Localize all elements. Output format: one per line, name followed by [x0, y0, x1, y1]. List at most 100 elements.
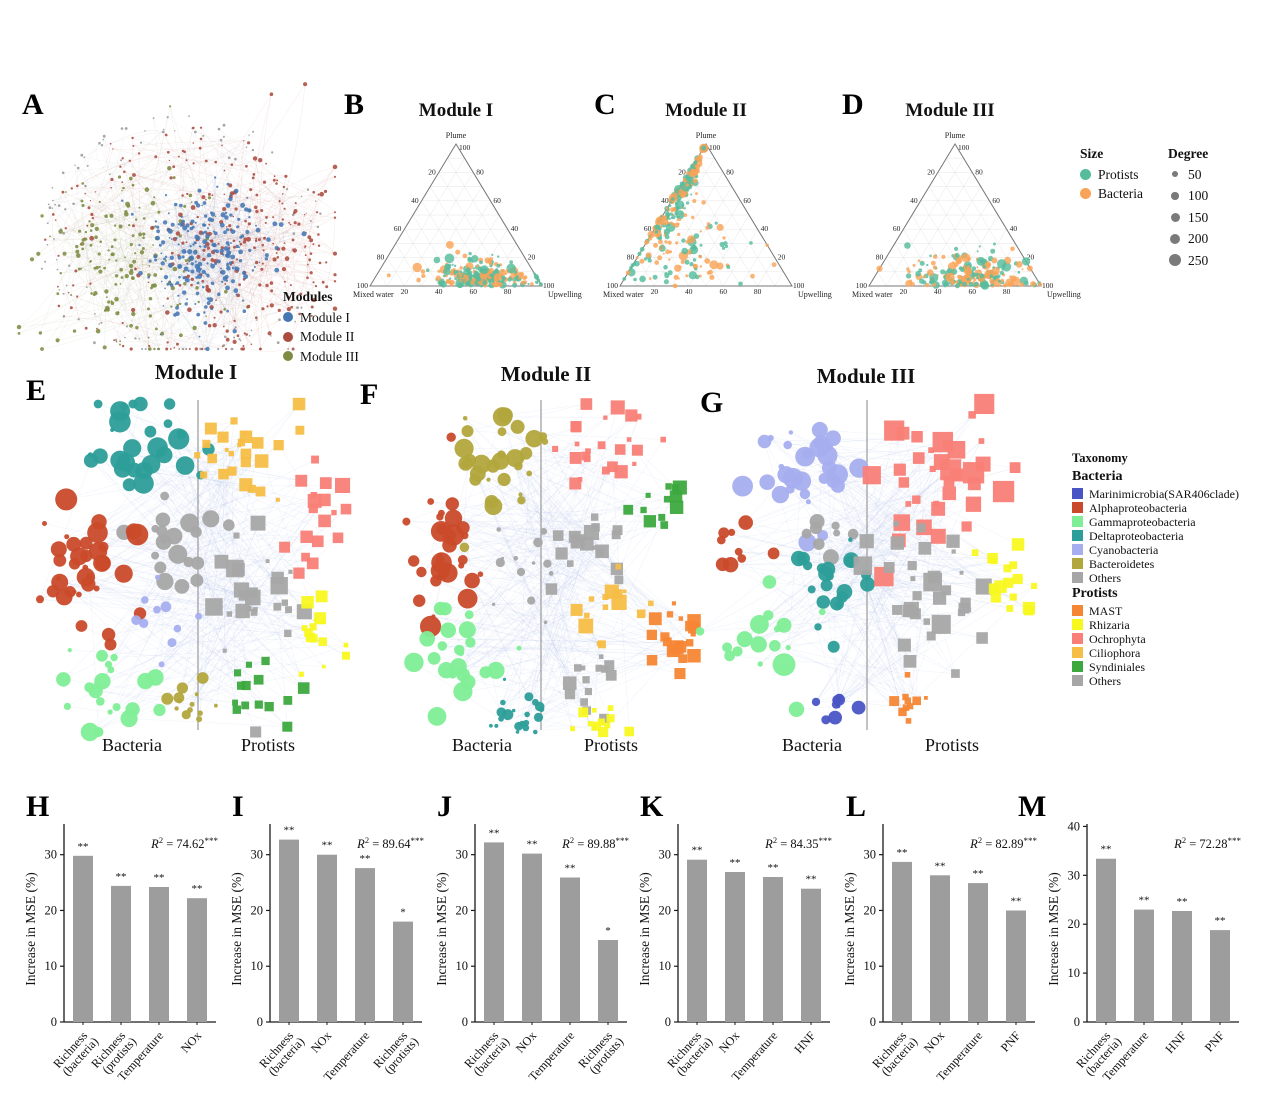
- y-tick-label: 20: [45, 903, 58, 917]
- y-tick-label: 20: [251, 903, 264, 917]
- legend-swatch: [1072, 572, 1083, 583]
- panel-letter-h: H: [26, 790, 50, 823]
- r-squared-annotation: R2 = 89.88***: [561, 835, 629, 851]
- annotation: R2 = 84.35***: [764, 835, 832, 851]
- size-legend-item: Protists: [1080, 167, 1143, 182]
- y-axis-label: Increase in MSE (%): [229, 872, 244, 986]
- legend-label: Alphaproteobacteria: [1089, 500, 1187, 515]
- size-legend-title: Size: [1080, 146, 1104, 161]
- ternary-tick-label: Mixed water: [603, 290, 644, 299]
- panel-letter-f: F: [360, 378, 379, 411]
- bar: [149, 887, 169, 1022]
- bipartite-title-module-i: Module I: [154, 360, 238, 384]
- y-tick-label: 30: [659, 848, 672, 862]
- ternary-tick-label: 20: [528, 253, 536, 262]
- taxonomy-legend-item: Gammaproteobacteria: [1072, 516, 1239, 528]
- x-category-label: NOx: [716, 1029, 742, 1056]
- taxonomy-group-title: Bacteria: [1072, 468, 1123, 484]
- bar: [1006, 910, 1026, 1022]
- ternary-tick-label: Plume: [446, 131, 467, 140]
- panel-letter-e: E: [26, 374, 47, 407]
- significance-label: **: [322, 840, 333, 852]
- degree-circle-icon: [1171, 192, 1179, 200]
- bar: [187, 898, 207, 1022]
- legend-label: 250: [1188, 252, 1209, 268]
- bar: [1172, 911, 1192, 1022]
- y-tick-label: 30: [1068, 868, 1081, 882]
- bar: [725, 872, 745, 1022]
- ternary-tick-label: 60: [992, 196, 1000, 205]
- annotation: R2 = 74.62***: [150, 835, 218, 851]
- taxonomy-legend-item: Deltaproteobacteria: [1072, 530, 1239, 542]
- bar-chart-i: 0 10 20 30 Increase in MSE (%) ** Richness(bac…: [229, 824, 425, 1084]
- significance-label: **: [489, 827, 500, 839]
- legend-label: Syndiniales: [1089, 659, 1145, 674]
- ternary-tick-label: 20: [1027, 253, 1035, 262]
- legend-swatch: [1072, 647, 1083, 658]
- ternary-tick-label: 100: [357, 281, 369, 290]
- legend-label: 100: [1188, 188, 1209, 203]
- y-axis-label: Increase in MSE (%): [23, 872, 38, 986]
- ternary-tick-label: 100: [793, 281, 805, 290]
- legend-swatch: [1072, 558, 1083, 569]
- y-tick-label: 30: [45, 848, 58, 862]
- protists-axis-label: Protists: [240, 735, 296, 755]
- ternary-tick-label: Upwelling: [798, 290, 832, 299]
- bars: **Richness(bacteria)**Richness(protists)…: [50, 841, 207, 1084]
- ternary-tick-label: 100: [459, 143, 471, 152]
- significance-label: **: [192, 883, 203, 895]
- size-legend: Size Protists Bacteria: [1080, 147, 1143, 207]
- significance-label: *: [400, 907, 406, 919]
- ternary-tick-label: 60: [493, 196, 501, 205]
- annotation: R2 = 89.88***: [561, 835, 629, 851]
- significance-label: **: [692, 845, 703, 857]
- bar: [73, 855, 93, 1022]
- legend-swatch: [1072, 661, 1083, 672]
- y-tick-label: 0: [1074, 1015, 1080, 1029]
- ternary-tick-label: Upwelling: [548, 290, 582, 299]
- legend-swatch: [1072, 516, 1083, 527]
- bar: [801, 888, 821, 1022]
- bipartite-title-module-ii: Module II: [500, 362, 592, 386]
- legend-label: Rhizaria: [1089, 617, 1130, 632]
- legend-swatch: [283, 331, 293, 342]
- y-tick-label: 20: [659, 903, 672, 917]
- annotation: R2 = 89.64***: [356, 835, 424, 851]
- bar: [1134, 909, 1154, 1022]
- significance-label: **: [1215, 915, 1226, 927]
- ternary-tick-label: 60: [743, 196, 751, 205]
- ternary-tick-label: 80: [975, 167, 983, 176]
- y-tick-label: 0: [51, 1015, 57, 1029]
- taxonomy-legend-item: Cyanobacteria: [1072, 544, 1239, 556]
- taxonomy-legend-item: Alphaproteobacteria: [1072, 502, 1239, 514]
- significance-label: **: [806, 874, 817, 886]
- ternary-tick-label: 40: [1010, 224, 1018, 233]
- significance-label: **: [284, 825, 295, 837]
- legend-label: Others: [1089, 570, 1121, 585]
- bar: [1210, 930, 1230, 1022]
- significance-label: **: [116, 871, 127, 883]
- legend-label: Others: [1089, 673, 1121, 688]
- bar: [763, 877, 783, 1022]
- degree-legend-item: 100: [1168, 189, 1208, 203]
- bar-chart-axes: 0 10 20 30 Increase in MSE (%): [842, 824, 1035, 1029]
- bacteria-axis-label: Bacteria: [782, 735, 842, 755]
- x-category-label: Richness(protists): [370, 1026, 421, 1078]
- ternary-tick-label: 80: [504, 287, 512, 296]
- network-module-overview: [16, 82, 338, 352]
- bar-chart-j: 0 10 20 30 Increase in MSE (%) ** Richness(bac…: [434, 824, 630, 1084]
- taxonomy-legend-item: Syndiniales: [1072, 661, 1239, 673]
- legend-label: Gammaproteobacteria: [1089, 514, 1196, 529]
- taxonomy-legend-item: Others: [1072, 675, 1239, 687]
- panel-letter-g: G: [700, 386, 724, 419]
- ternary-points: [386, 241, 543, 289]
- legend-label: 50: [1188, 166, 1202, 182]
- ternary-tick-label: 20: [651, 287, 659, 296]
- x-category-label: PNF: [998, 1028, 1024, 1054]
- bars: **Richness(bacteria)**NOx**Temperature*R…: [461, 827, 626, 1083]
- significance-label: **: [730, 857, 741, 869]
- y-tick-label: 20: [1068, 917, 1081, 931]
- ternary-tick-label: 80: [726, 167, 734, 176]
- legend-label: Bacteria: [1098, 186, 1143, 201]
- annotation: R2 = 82.89***: [969, 835, 1037, 851]
